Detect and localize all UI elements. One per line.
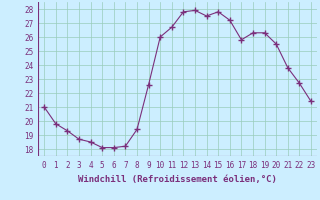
- X-axis label: Windchill (Refroidissement éolien,°C): Windchill (Refroidissement éolien,°C): [78, 175, 277, 184]
